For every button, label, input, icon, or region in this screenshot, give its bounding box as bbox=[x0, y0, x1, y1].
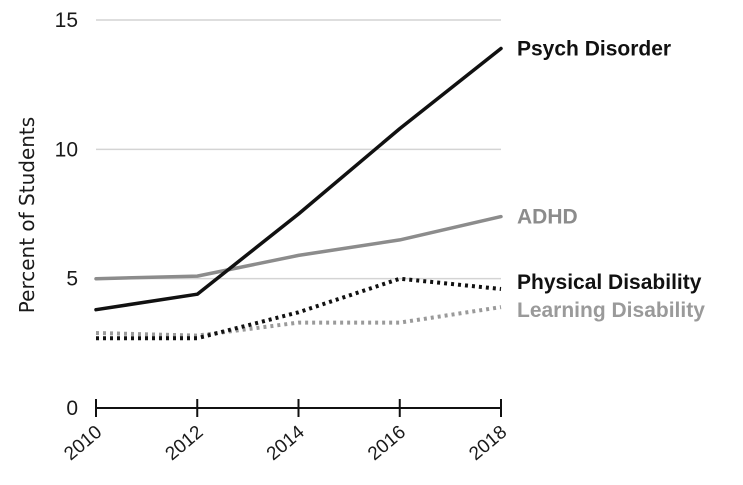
series-label: Psych Disorder bbox=[517, 37, 671, 60]
series-line-adhd bbox=[94, 214, 503, 281]
y-tick-label: 10 bbox=[55, 138, 78, 161]
x-tick-label: 2018 bbox=[465, 422, 511, 465]
y-tick-label: 15 bbox=[55, 9, 78, 32]
series-labels: Psych Disorder ADHD Physical Disability Lea… bbox=[517, 37, 705, 322]
x-tick-label: 2014 bbox=[263, 421, 309, 465]
series-lines bbox=[94, 46, 503, 341]
series-label: Physical Disability bbox=[517, 271, 702, 294]
gridlines bbox=[96, 19, 501, 280]
x-axis bbox=[95, 399, 502, 417]
y-axis-title: Percent of Students bbox=[15, 117, 39, 313]
series-line-learning-disability bbox=[95, 305, 502, 338]
x-tick-label: 2016 bbox=[364, 422, 410, 465]
y-tick-label: 0 bbox=[66, 397, 78, 420]
series-line-physical-disability bbox=[96, 276, 502, 341]
y-tick-label: 5 bbox=[66, 268, 78, 291]
x-tick-label: 2010 bbox=[60, 422, 106, 465]
x-tick-label: 2012 bbox=[162, 422, 208, 465]
series-label: Learning Disability bbox=[517, 299, 705, 322]
x-axis-ticks: 2010 2012 2014 2016 2018 bbox=[60, 421, 511, 465]
series-label: ADHD bbox=[517, 206, 578, 229]
series-line-psych-disorder bbox=[94, 46, 503, 312]
y-axis-ticks: 0 5 10 15 bbox=[55, 9, 78, 420]
